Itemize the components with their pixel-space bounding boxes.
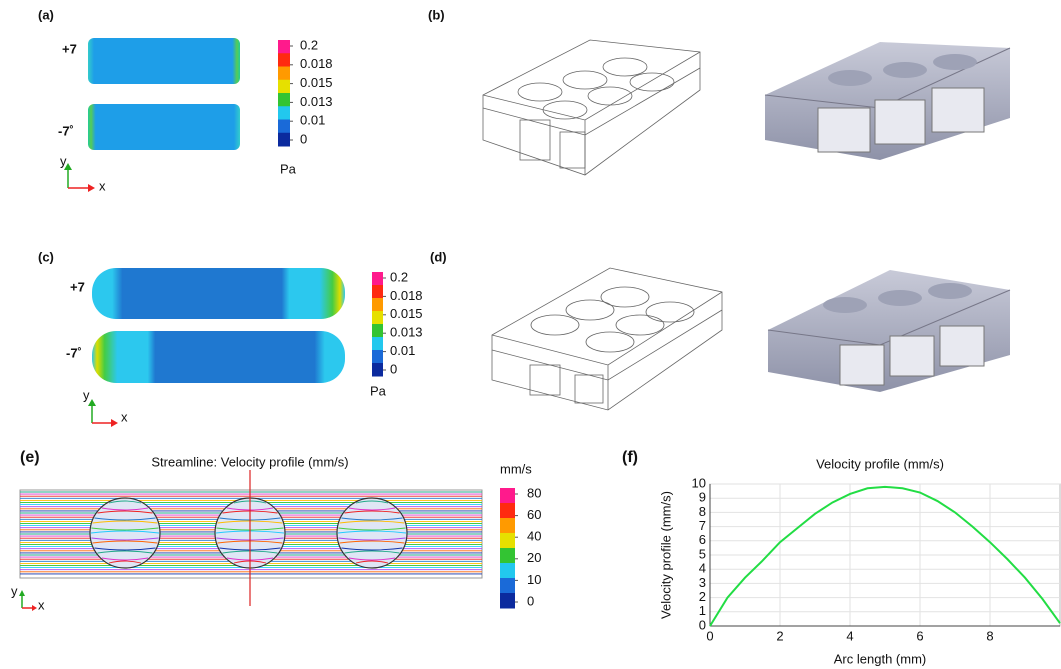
panel-label: (a) (38, 7, 54, 22)
well (90, 498, 160, 568)
figure: (a) +7 -7˚ Pa y x (b) (c) +7 -7˚ Pa y x … (0, 0, 1061, 669)
colorbar-tick-label: 0.013 (390, 325, 423, 340)
colorbar-segment (278, 53, 290, 67)
x-axis-label: Arc length (mm) (834, 651, 926, 666)
colorbar-segment (372, 285, 383, 299)
colorbar-tick-label: 0.018 (390, 288, 423, 303)
axis-label: y (11, 583, 18, 598)
y-tick-label: 5 (699, 546, 706, 561)
colorbar-segment (278, 80, 290, 94)
y-tick-label: 0 (699, 617, 706, 632)
chart-title: Velocity profile (mm/s) (816, 456, 944, 471)
x-tick-label: 4 (846, 628, 853, 643)
colorbar-segment (372, 363, 383, 377)
colorbar-segment (500, 578, 515, 594)
streamlines (20, 490, 482, 578)
channel-field (88, 38, 240, 84)
colorbar-tick-label: 0.01 (390, 343, 415, 358)
axis-label: x (99, 178, 106, 193)
colorbar-segment (372, 324, 383, 338)
colorbar-segment (372, 272, 383, 286)
axes-icon (88, 399, 118, 427)
x-tick-label: 2 (776, 628, 783, 643)
colorbar-tick-label: 0.018 (300, 56, 333, 71)
well (337, 498, 407, 568)
colorbar-tick-label: 0.01 (300, 113, 325, 128)
colorbar-tick-label: 80 (527, 485, 541, 500)
y-tick-label: 7 (699, 518, 706, 533)
colorbar-segment (500, 503, 515, 519)
cad-transparent-plate (492, 268, 722, 410)
colorbar-segment (500, 563, 515, 579)
axis-label: x (121, 409, 128, 424)
cad-transparent-plate (483, 40, 700, 175)
colorbar-tick-label: 10 (527, 572, 541, 587)
colorbar-segment (278, 40, 290, 54)
cad-cut-plate (768, 270, 1010, 392)
y-tick-label: 8 (699, 504, 706, 519)
y-tick-label: 4 (699, 561, 706, 576)
panel-label: (d) (430, 249, 447, 264)
colorbar-tick-label: 0.015 (390, 306, 423, 321)
panel-label: (f) (622, 449, 638, 466)
colorbar-segment (278, 106, 290, 120)
colorbar-segment (500, 518, 515, 534)
colorbar-unit: mm/s (500, 461, 532, 476)
colorbar-segment (278, 93, 290, 107)
colorbar-segment (278, 133, 290, 147)
y-tick-label: 6 (699, 532, 706, 547)
colorbar-tick-label: 0.013 (300, 94, 333, 109)
colorbar-tick-label: 0 (300, 131, 307, 146)
row-label: +7 (62, 41, 77, 56)
x-tick-label: 6 (916, 628, 923, 643)
axis-label: y (83, 387, 90, 402)
colorbar-tick-label: 0.2 (390, 269, 408, 284)
x-tick-label: 8 (986, 628, 993, 643)
colorbar-tick-label: 0.015 (300, 75, 333, 90)
y-tick-label: 1 (699, 603, 706, 618)
channel-field (92, 331, 345, 383)
colorbar-tick-label: 0 (527, 593, 534, 608)
y-tick-label: 9 (699, 490, 706, 505)
colorbar-tick-label: 40 (527, 529, 541, 544)
y-axis-label: Velocity profile (mm/s) (658, 491, 673, 619)
panel-label: (e) (20, 449, 40, 466)
x-tick-label: 0 (706, 628, 713, 643)
channel-field (92, 268, 345, 319)
axes-icon (19, 590, 37, 611)
axis-label: y (60, 153, 67, 168)
panel-title: Streamline: Velocity profile (mm/s) (151, 454, 348, 469)
colorbar-segment (278, 67, 290, 81)
panel-label: (b) (428, 7, 445, 22)
y-tick-label: 3 (699, 575, 706, 590)
cad-cut-plate (765, 42, 1010, 160)
row-label: -7˚ (66, 345, 82, 360)
colorbar-segment (278, 120, 290, 134)
colorbar-tick-label: 0 (390, 361, 397, 376)
colorbar-segment (372, 298, 383, 312)
colorbar-segment (500, 593, 515, 609)
colorbar-segment (372, 337, 383, 351)
colorbar-tick-label: 0.2 (300, 37, 318, 52)
colorbar-segment (500, 548, 515, 564)
colorbar-segment (500, 488, 515, 504)
colorbar-segment (500, 533, 515, 549)
colorbar-segment (372, 311, 383, 325)
colorbar-unit: Pa (280, 161, 297, 176)
colorbar-unit: Pa (370, 383, 387, 398)
y-tick-label: 2 (699, 589, 706, 604)
panel-label: (c) (38, 249, 54, 264)
axes-icon (64, 163, 95, 192)
y-tick-label: 10 (692, 475, 706, 490)
row-label: +7 (70, 279, 85, 294)
row-label: -7˚ (58, 123, 74, 138)
colorbar-tick-label: 60 (527, 507, 541, 522)
channel-field (88, 104, 240, 150)
colorbar-segment (372, 350, 383, 364)
colorbar-tick-label: 20 (527, 550, 541, 565)
axis-label: x (38, 597, 45, 612)
